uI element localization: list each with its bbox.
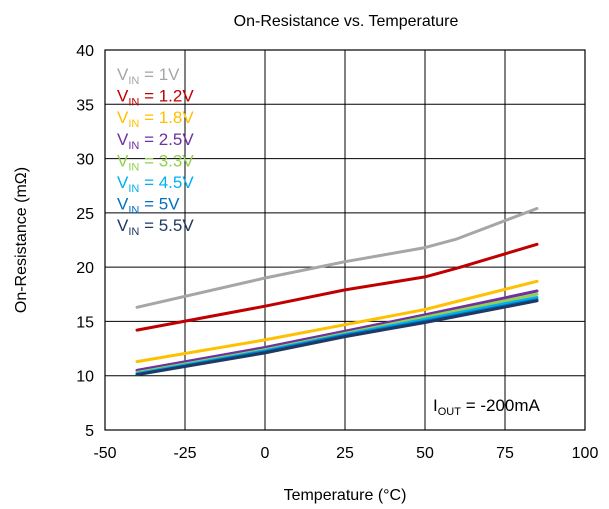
series-line <box>135 279 539 364</box>
legend-entry: VIN = 1.8V <box>117 108 194 130</box>
y-tick-label: 5 <box>85 423 94 440</box>
legend-entry: VIN = 2.5V <box>117 130 194 152</box>
y-tick-label: 10 <box>76 369 94 386</box>
grid <box>104 49 586 431</box>
legend-entry: VIN = 1V <box>117 65 180 87</box>
legend-entry: VIN = 4.5V <box>117 173 194 195</box>
series-line <box>135 207 539 309</box>
x-tick-label: -50 <box>93 445 116 462</box>
legend-entry: VIN = 3.3V <box>117 151 194 173</box>
annotation-iout: IOUT = -200mA <box>433 396 541 418</box>
x-tick-labels: -50 -25 0 25 50 75 100 <box>93 445 598 462</box>
y-tick-label: 40 <box>76 43 94 60</box>
series-lines <box>135 207 539 377</box>
legend-entry: VIN = 1.2V <box>117 87 194 109</box>
legend-entry: VIN = 5V <box>117 195 180 217</box>
y-tick-label: 20 <box>76 260 94 277</box>
x-tick-label: 50 <box>416 445 434 462</box>
x-tick-label: 25 <box>336 445 354 462</box>
y-axis-label: On-Resistance (mΩ) <box>13 167 30 313</box>
plot-frame <box>104 49 586 431</box>
legend-entry: VIN = 5.5V <box>117 216 194 238</box>
y-tick-label: 30 <box>76 152 94 169</box>
series-line <box>135 242 539 332</box>
y-tick-label: 15 <box>76 314 94 331</box>
y-tick-label: 35 <box>76 97 94 114</box>
y-tick-labels: 5 10 15 20 25 30 35 40 <box>76 43 94 440</box>
series-line <box>135 299 539 377</box>
x-axis-label: Temperature (°C) <box>284 487 407 504</box>
x-tick-label: 100 <box>572 445 599 462</box>
x-tick-label: 75 <box>496 445 514 462</box>
chart-title: On-Resistance vs. Temperature <box>234 13 459 30</box>
series-line <box>135 289 539 372</box>
x-tick-label: 0 <box>261 445 270 462</box>
x-tick-label: -25 <box>173 445 196 462</box>
y-tick-label: 25 <box>76 206 94 223</box>
series-line <box>135 296 539 375</box>
